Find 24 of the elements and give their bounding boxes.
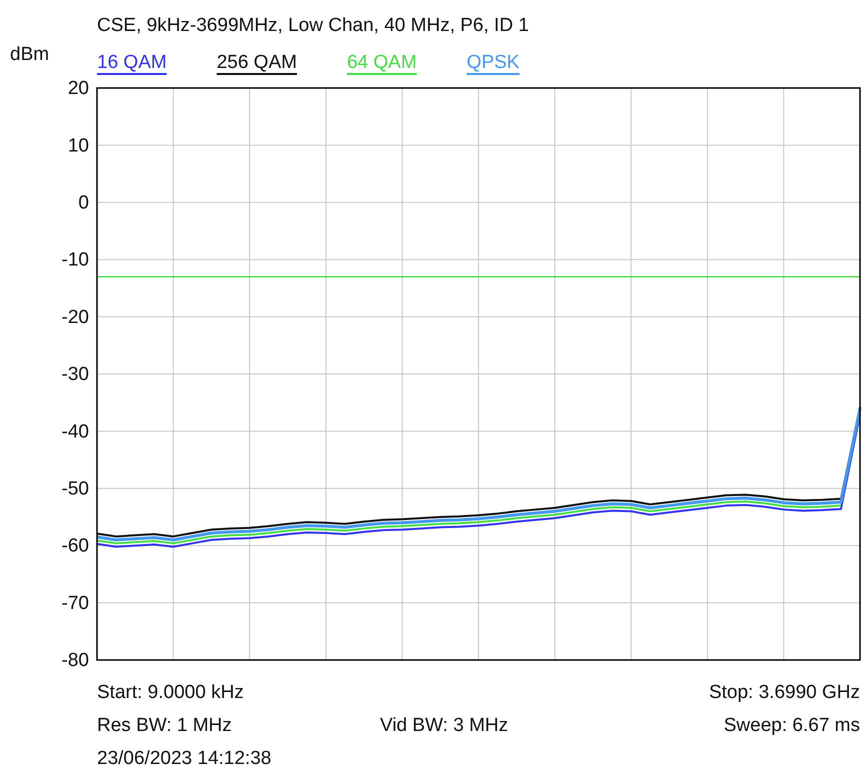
chart-title: CSE, 9kHz-3699MHz, Low Chan, 40 MHz, P6, ID 1 — [97, 15, 529, 36]
y-tick-label: -20 — [62, 306, 89, 328]
text: 16 QAM — [97, 52, 167, 73]
text: 23/06/2023 14:12:38 — [97, 748, 272, 769]
text: Res BW: 1 MHz — [97, 715, 232, 736]
text: Vid BW: 3 MHz — [380, 715, 508, 736]
line-series — [96, 500, 842, 544]
text: Start: 9.0000 kHz — [97, 682, 244, 703]
y-tick-label: -40 — [62, 421, 89, 442]
text: 256 QAM — [216, 52, 297, 73]
y-tick-label: -70 — [62, 592, 89, 614]
y-tick-label: -10 — [62, 250, 89, 271]
text: 64 QAM — [346, 52, 417, 73]
y-tick-label: 10 — [68, 135, 89, 156]
text: Stop: 3.6990 GHz — [708, 682, 860, 703]
y-axis-title: dBm — [10, 44, 50, 65]
y-tick-label: -50 — [62, 478, 89, 500]
text: QPSK — [466, 52, 520, 73]
y-tick-label: 20 — [68, 78, 89, 100]
y-tick-label: -80 — [62, 650, 89, 672]
y-tick-label: -30 — [62, 364, 89, 386]
text: Sweep: 6.67 ms — [724, 715, 860, 736]
y-tick-label: -60 — [62, 536, 89, 557]
y-tick-label: 0 — [78, 192, 89, 214]
